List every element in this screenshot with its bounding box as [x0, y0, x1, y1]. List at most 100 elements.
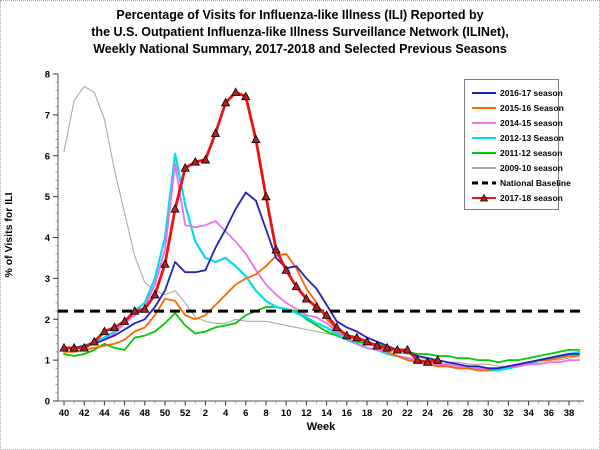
series-line-2009-10-season	[63, 85, 580, 367]
triangle-marker	[332, 322, 342, 332]
triangle-marker	[479, 193, 489, 201]
y-tick-label: 2	[45, 315, 50, 326]
legend-sample-line	[472, 121, 496, 124]
triangle-marker	[241, 91, 251, 101]
triangle-marker	[150, 289, 160, 299]
triangle-marker	[79, 342, 89, 352]
chart-title-line-3: Weekly National Summary, 2017-2018 and S…	[93, 42, 507, 56]
chart-title-line-2: the U.S. Outpatient Influenza-like Illne…	[91, 25, 509, 39]
y-tick-label: 1	[45, 356, 51, 367]
triangle-marker	[412, 355, 423, 364]
triangle-marker	[119, 316, 130, 325]
x-tick-label: 12	[301, 408, 312, 419]
triangle-marker	[433, 355, 443, 364]
chart-title: Percentage of Visits for Influenza-like …	[1, 7, 599, 58]
x-tick-label: 50	[160, 408, 171, 419]
legend-label: 2014-15 season	[500, 117, 563, 128]
triangle-marker	[352, 332, 362, 342]
x-tick-label: 14	[321, 408, 332, 419]
triangle-marker	[291, 281, 301, 291]
x-tick-label: 28	[463, 408, 474, 419]
legend-label: 2011-12 season	[500, 147, 563, 158]
x-tick-label: 44	[99, 408, 110, 419]
chart-title-line-1: Percentage of Visits for Influenza-like …	[116, 8, 484, 22]
y-tick-label: 7	[45, 110, 50, 121]
triangle-marker	[89, 336, 99, 346]
y-axis-label: % of Visits for ILI	[3, 192, 15, 278]
triangle-marker	[402, 344, 413, 354]
triangle-marker	[321, 310, 332, 319]
legend-item-2016-17-season: 2016-17 season	[465, 85, 563, 100]
legend-item-2012-13-season: 2012-13 Season	[465, 130, 564, 145]
x-tick-label: 18	[362, 408, 373, 419]
legend-sample-dash	[472, 181, 496, 184]
legend-label: 2017-18 season	[500, 192, 563, 203]
triangle-marker	[342, 330, 352, 340]
triangle-marker	[99, 326, 110, 336]
triangle-marker	[422, 357, 433, 366]
y-tick-label: 5	[45, 192, 51, 203]
triangle-marker	[190, 156, 200, 166]
legend-item-2017-18-season: 2017-18 season	[465, 190, 563, 205]
x-tick-label: 46	[119, 408, 130, 419]
triangle-marker	[271, 244, 281, 254]
legend: 2016-17 season 2015-16 Season 2014-15 seas…	[464, 79, 571, 210]
legend-sample-line	[472, 136, 496, 139]
y-tick-label: 0	[45, 397, 50, 408]
series-line-2016-17-season	[63, 191, 580, 370]
x-axis-ticks: 40 42 44 46 48 50 52 2 4 6 8 10 12 14 16 18 20 22 24 26 28 30…	[59, 401, 580, 419]
legend-sample-line-triangle	[472, 193, 496, 201]
legend-sample-line	[472, 91, 496, 94]
triangle-marker	[251, 134, 261, 144]
x-tick-label: 48	[140, 408, 151, 419]
y-tick-label: 4	[45, 233, 51, 244]
triangle-marker	[170, 203, 180, 213]
x-tick-label: 36	[544, 408, 555, 419]
x-tick-label: 32	[503, 408, 514, 419]
triangle-marker	[180, 162, 190, 172]
legend-item-2011-12-season: 2011-12 season	[465, 145, 562, 160]
legend-sample-line	[472, 106, 496, 109]
legend-item-2009-10-season: 2009-10 season	[465, 160, 563, 175]
y-tick-label: 3	[45, 274, 50, 285]
triangle-marker	[281, 265, 291, 274]
triangle-marker	[130, 306, 140, 315]
triangle-marker	[392, 344, 402, 354]
y-axis-ticks: 0 1 2 3 4 5 6 7 8	[45, 70, 58, 408]
triangle-marker	[200, 154, 211, 164]
x-tick-label: 40	[59, 408, 70, 419]
triangle-marker	[311, 301, 322, 311]
triangle-marker	[382, 342, 392, 352]
x-tick-label: 6	[243, 408, 248, 419]
y-tick-label: 8	[45, 70, 50, 81]
series-markers-2017-18-season	[59, 87, 443, 366]
series-line-2012-13-season	[62, 152, 581, 372]
triangle-marker	[231, 87, 241, 96]
x-tick-label: 10	[281, 408, 292, 419]
series-line-2011-12-season	[63, 306, 580, 364]
legend-item-national-baseline: National Baseline	[465, 175, 571, 190]
x-tick-label: 2	[203, 408, 208, 419]
legend-label: 2016-17 season	[500, 87, 563, 98]
triangle-marker	[301, 293, 312, 303]
x-tick-label: 22	[402, 408, 413, 419]
x-tick-label: 34	[523, 408, 534, 419]
x-tick-label: 8	[263, 408, 268, 419]
triangle-marker	[160, 259, 170, 268]
legend-item-2014-15-season: 2014-15 season	[465, 115, 563, 130]
legend-label: 2015-16 Season	[500, 102, 564, 113]
triangle-marker	[220, 97, 231, 107]
x-tick-label: 16	[342, 408, 353, 419]
triangle-marker	[372, 340, 382, 350]
x-tick-label: 26	[443, 408, 454, 419]
legend-label: 2012-13 Season	[500, 132, 564, 143]
x-tick-label: 4	[223, 408, 229, 419]
legend-sample-line	[472, 151, 496, 154]
legend-sample-line	[472, 166, 496, 169]
triangle-marker	[210, 128, 221, 137]
x-tick-label: 42	[79, 408, 90, 419]
triangle-marker	[69, 342, 79, 352]
legend-item-2015-16-season: 2015-16 Season	[465, 100, 564, 115]
